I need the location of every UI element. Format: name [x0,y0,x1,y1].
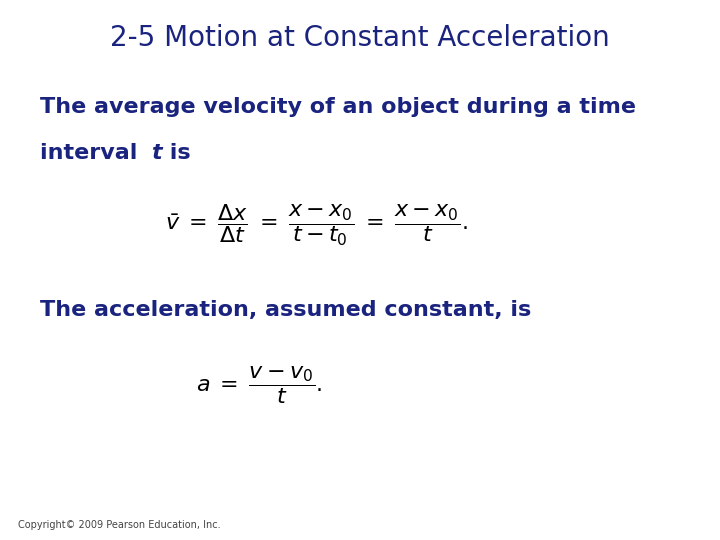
Text: Copyright© 2009 Pearson Education, Inc.: Copyright© 2009 Pearson Education, Inc. [18,520,220,530]
Text: $a \; = \; \dfrac{v - v_0}{t}.$: $a \; = \; \dfrac{v - v_0}{t}.$ [196,364,323,406]
Text: t: t [151,143,162,163]
Text: The average velocity of an object during a time: The average velocity of an object during… [40,97,636,117]
Text: $\bar{v} \; = \; \dfrac{\Delta x}{\Delta t} \; = \; \dfrac{x - x_0}{t - t_0} \; : $\bar{v} \; = \; \dfrac{\Delta x}{\Delta… [166,202,468,248]
Text: is: is [162,143,191,163]
Text: The acceleration, assumed constant, is: The acceleration, assumed constant, is [40,300,531,320]
Text: 2-5 Motion at Constant Acceleration: 2-5 Motion at Constant Acceleration [110,24,610,52]
Text: interval: interval [40,143,145,163]
